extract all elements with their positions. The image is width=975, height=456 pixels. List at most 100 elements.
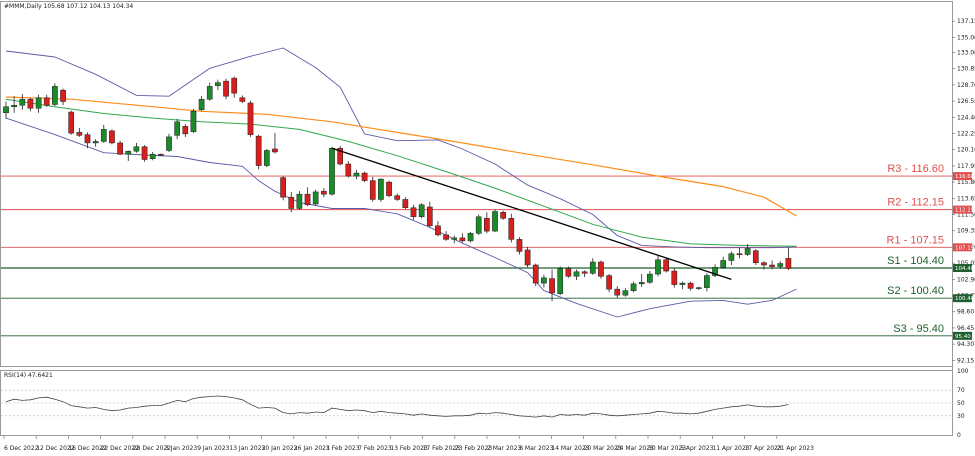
candle-body-down [426, 206, 433, 227]
candle-body-down [761, 262, 767, 266]
candle-body-down [524, 249, 531, 266]
candle-body-up [679, 282, 686, 285]
candle-body-up [451, 237, 458, 240]
candle-body-up [125, 150, 132, 155]
time-tick-label: 22 Dec 2022 [101, 445, 140, 452]
level-tag-s1: 104.40 [955, 266, 975, 272]
bollinger-lower-line [5, 117, 797, 318]
rsi-layer: 100 70 50 30 0 [1, 368, 969, 439]
candle-body-down [394, 195, 401, 200]
time-tick-label: 23 Feb 2023 [455, 445, 493, 452]
candle-body-down [687, 282, 694, 289]
candle-body-up [166, 136, 172, 151]
candle-body-down [508, 218, 515, 240]
time-tick-label: 9 Jan 2023 [197, 445, 229, 452]
price-axis: 137.15 135.00 133.00 130.85 128.70 126.55 124.… [952, 18, 975, 364]
price-tick-label: 133.00 [957, 49, 975, 56]
candle-body-down [581, 271, 588, 274]
price-tick-label: 92.15 [957, 357, 974, 364]
candle-body-down [247, 102, 254, 135]
level-label-r2: R2 - 112.15 [887, 197, 944, 209]
candle-body-up [638, 282, 645, 285]
candle-body-down [109, 130, 115, 144]
candle-body-down [345, 163, 352, 177]
time-tick-label: 12 Dec 2022 [36, 445, 75, 452]
price-tick-label: 120.10 [957, 147, 975, 154]
candle-body-down [117, 142, 123, 155]
price-tick-label: 96.45 [957, 325, 974, 332]
level-tag-r3: 116.60 [955, 174, 975, 180]
rsi-tick-label: 50 [957, 400, 965, 407]
candle-body-down [280, 177, 286, 198]
candle-body-up [353, 172, 360, 177]
candle-body-up [215, 82, 221, 86]
level-tag-bg-s2 [953, 294, 972, 303]
candle-body-down [606, 275, 612, 290]
candle-body-down [288, 196, 295, 209]
trendline-layer [331, 147, 732, 280]
rsi-tick-label: 100 [957, 368, 969, 375]
candle-body-down [484, 218, 490, 232]
candle-body-up [52, 86, 58, 105]
price-panel [0, 1, 953, 367]
time-tick-label: 13 Feb 2023 [390, 445, 428, 452]
candle-body-down [614, 288, 621, 296]
candle-body-up [190, 111, 197, 132]
level-tag-bg-s1 [953, 264, 972, 273]
candle-body-down [43, 97, 50, 106]
level-tag-bg-r3 [953, 172, 972, 181]
level-label-r3: R3 - 116.60 [887, 163, 944, 175]
candle-body-up [206, 86, 213, 100]
time-tick-label: 28 Dec 2022 [133, 445, 172, 452]
chart-header: #MMM,Daily 105.68 107.12 104.13 104.34 [4, 3, 133, 10]
trendline [331, 147, 732, 280]
level-tags-layer: 116.60 112.15 107.15 104.40 100.40 95.40 [953, 172, 975, 340]
price-tick-label: 126.55 [957, 98, 975, 105]
candle-body-up [133, 146, 140, 152]
time-tick-label: 17 Feb 2023 [423, 445, 461, 452]
candle-body-up [35, 97, 42, 109]
candle-body-up [777, 263, 784, 267]
candle-body-up [492, 211, 498, 232]
rsi-header: RSI(14) 47.6421 [4, 372, 53, 379]
candle-body-up [418, 204, 425, 218]
candle-body-up [475, 216, 482, 234]
time-tick-label: 21 Apr 2023 [777, 445, 814, 452]
candle-body-up [198, 98, 205, 111]
candle-body-down [752, 250, 759, 264]
candle-body-up [647, 273, 653, 283]
level-tag-r1: 107.15 [955, 245, 975, 251]
candle-body-up [630, 283, 637, 291]
candle-body-up [312, 191, 319, 205]
candle-body-down [60, 89, 66, 102]
candle-body-down [361, 172, 368, 181]
candle-body-up [541, 277, 547, 284]
price-tick-label: 128.70 [957, 82, 975, 89]
candle-body-up [728, 253, 735, 261]
candle-body-down [443, 234, 449, 240]
moving-average-fast-line [5, 98, 797, 247]
candle-body-up [378, 178, 384, 200]
candle-body-up [19, 98, 26, 106]
candle-body-up [589, 261, 596, 274]
candle-body-down [158, 153, 164, 156]
candle-body-down [785, 258, 792, 269]
candle-body-down [663, 259, 669, 272]
level-tag-r2: 112.15 [955, 208, 975, 214]
indicators-layer [5, 47, 797, 318]
time-tick-label: 6 Dec 2022 [4, 445, 39, 452]
candle-body-down [141, 146, 148, 160]
time-tick-label: 7 Feb 2023 [358, 445, 392, 452]
candle-body-up [296, 193, 303, 209]
price-tick-label: 115.80 [957, 179, 975, 186]
price-tick-label: 117.95 [957, 163, 975, 170]
level-tag-bg-s3 [953, 331, 972, 340]
price-tick-label: 135.00 [957, 34, 975, 41]
time-tick-label: 5 Apr 2023 [680, 445, 713, 452]
candle-body-up [655, 259, 661, 275]
candle-body-down [27, 98, 34, 109]
price-tick-label: 111.50 [957, 212, 975, 219]
